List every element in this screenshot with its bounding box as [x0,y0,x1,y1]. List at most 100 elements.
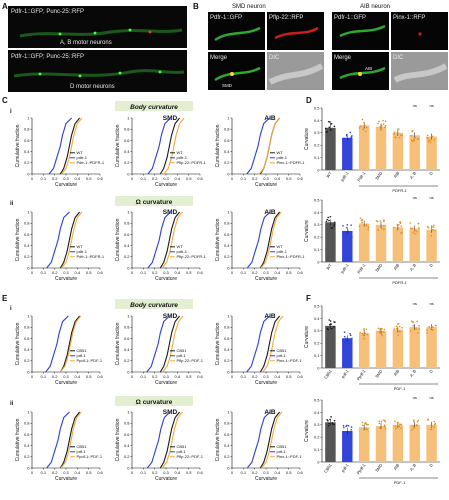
data-point [401,231,403,234]
data-point [429,139,431,142]
x-tick-label: 0 [131,374,134,379]
bar-chart: 0 0.1 0.2 0.3 0.4 0.5 Curvature WT pdfr-1 Pdfr-1 S… [304,103,440,193]
x-tick-label: 0.2 [252,470,258,475]
y-axis-label: Curvature [304,220,310,242]
legend-entry: pdf-1 [277,353,287,358]
x-tick-label: 0.2 [152,374,158,379]
legend-entry: Pflp-22::PDF-1 [177,358,204,363]
x-tick-label: 0.5 [286,374,292,379]
x-tick-label: 0.2 [252,176,258,181]
data-point [359,217,362,219]
x-tick-label: WT [325,170,333,178]
cdf-series-line [46,211,70,269]
data-point [379,220,382,222]
data-point [430,428,433,431]
data-point [412,427,415,430]
y-axis-label: Cumulative fraction [215,322,221,365]
legend-entry: WT [177,244,184,249]
cdf-chart: 0 0.2 0.4 0.6 0.8 1 0 0.1 0.2 0.3 0.4 0.5 0.6 Curvatu… [215,209,305,282]
x-tick-label: 0.3 [63,270,69,275]
legend-entry: CB51 [277,348,288,353]
data-point [427,419,429,421]
legend-entry: Ppdf-1::PDF-1 [77,454,103,459]
data-point [333,223,336,226]
y-tick-label: 0.8 [224,127,230,132]
x-tick-label: 0.1 [241,470,247,475]
data-point [432,228,435,231]
data-point [361,332,363,335]
data-point [393,133,396,135]
bar [342,431,353,462]
y-tick-label: 0.8 [224,221,230,226]
cdf-chart: 0 0.2 0.4 0.6 0.8 1 0 0.1 0.2 0.3 0.4 0.5 0.6 Curvatu… [15,409,104,482]
bar [426,136,437,170]
data-point [410,320,413,323]
data-point [333,125,336,128]
y-tick-label: 0.5 [314,197,320,202]
x-tick-label: 0.2 [252,270,258,275]
y-tick-label: 0 [27,265,30,270]
data-point [393,226,395,229]
data-point [328,323,331,326]
data-point [347,230,350,233]
cdf-chart: 0 0.2 0.4 0.6 0.8 1 0 0.1 0.2 0.3 0.4 0.5 0.6 Curvatu… [15,209,105,282]
cdf-series-line [147,117,171,175]
data-point [411,227,414,230]
data-point [383,328,386,331]
bar [358,427,370,462]
x-tick-label: 0.1 [141,176,147,181]
y-tick-label: 0 [227,171,230,176]
x-tick-label: 0.5 [86,176,92,181]
y-tick-label: 0.2 [314,235,320,240]
data-point [330,323,333,325]
data-point [330,416,332,418]
data-point [434,423,436,426]
y-tick-label: 0.2 [124,454,130,459]
data-point [383,425,386,428]
data-point [395,327,398,330]
data-point [346,233,348,235]
x-tick-label: 0.5 [286,176,292,181]
data-point [434,422,437,425]
data-point [400,423,403,426]
x-axis-label: Curvature [255,380,277,386]
y-axis-label: Curvature [304,420,310,442]
cdf-series-line [261,411,283,469]
data-point [413,139,416,142]
y-tick-label: 0 [127,369,130,374]
data-point [360,219,363,221]
data-point [384,420,387,423]
data-point [416,421,419,423]
y-axis-label: Cumulative fraction [115,322,121,365]
legend-entry: WT [177,150,184,155]
y-tick-label: 0 [27,465,30,470]
data-point [350,137,353,140]
legend-entry: pdfr-1 [177,249,188,254]
data-point [410,139,413,142]
data-point [349,332,351,335]
y-axis-label: Cumulative fraction [15,322,21,365]
y-axis-label: Cumulative fraction [15,218,21,261]
legend-entry: Pinx-1::PDF-1 [277,454,303,459]
y-tick-label: 0 [227,465,230,470]
data-point [416,320,419,323]
data-point [365,126,368,129]
data-point [382,123,385,125]
x-tick-label: pdf-1 [340,368,350,379]
data-point [347,435,350,437]
data-point [326,218,329,221]
legend-entry: Ppdf-1::PDF-1 [77,358,103,363]
cdf-series-line [59,315,81,373]
x-tick-label: 0.2 [252,374,258,379]
legend-entry: pdfr-1 [77,249,88,254]
data-point [342,231,344,234]
x-tick-label: 0.5 [286,270,292,275]
panel-b: Pdfr-1::GFP Pflp-22::RFP Merge SMD DIC P… [208,12,448,90]
data-point [430,425,433,428]
data-point [396,223,399,226]
panel-c-sub-i: i [10,109,12,115]
x-tick-label: 0.5 [186,270,192,275]
x-tick-label: 0.4 [275,374,281,379]
y-tick-label: 0.3 [314,422,320,427]
x-tick-label: AIB [392,368,400,376]
